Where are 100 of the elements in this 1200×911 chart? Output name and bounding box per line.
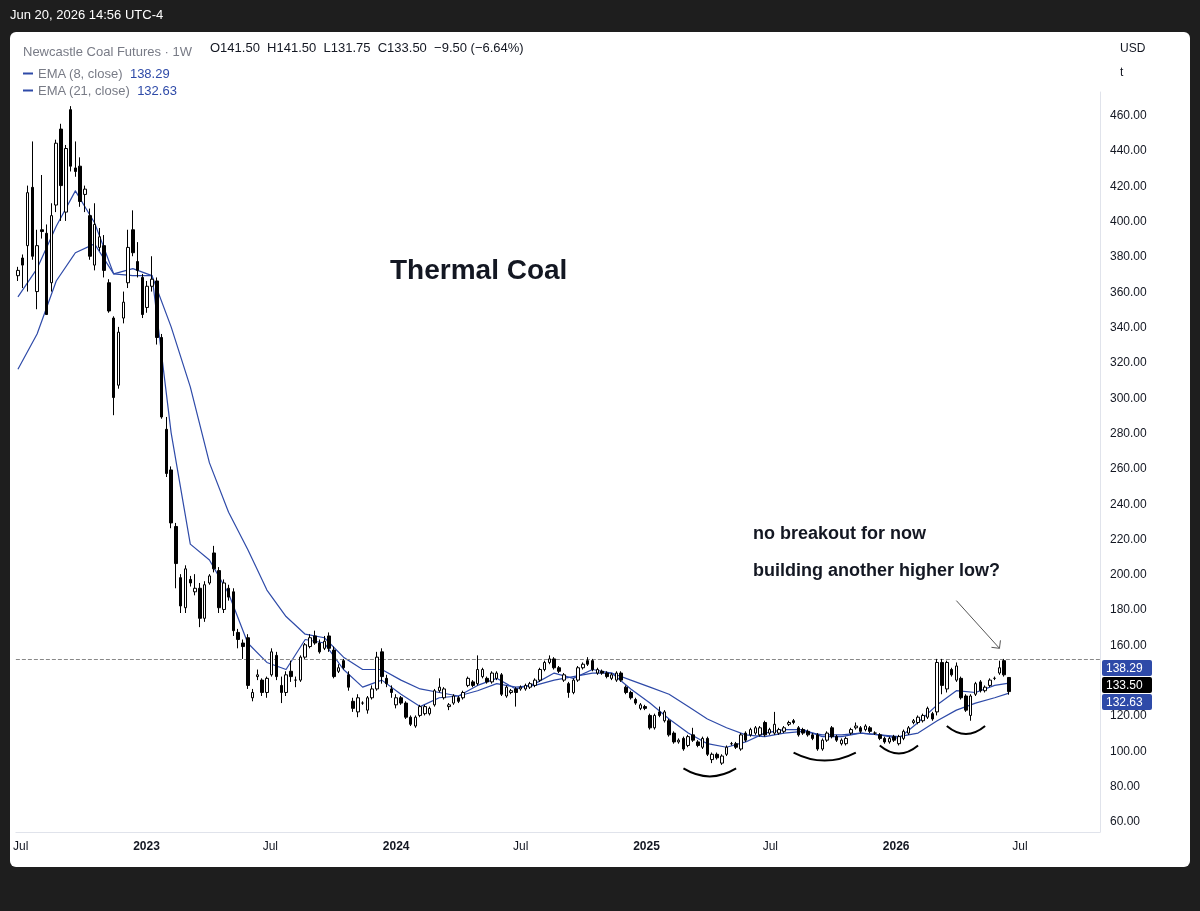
candlestick — [983, 684, 987, 693]
candlestick — [562, 672, 566, 683]
y-tick-label: 440.00 — [1110, 143, 1148, 158]
candlestick — [256, 669, 259, 681]
x-tick-label: Jul — [262, 839, 278, 853]
candlestick — [117, 326, 120, 390]
y-tick-label: 460.00 — [1110, 107, 1148, 122]
candlestick — [332, 646, 336, 679]
candlestick — [40, 174, 44, 240]
text: Jun 20, 2026 14:56 UTC-4 — [10, 7, 164, 22]
candlestick — [179, 573, 182, 614]
candlestick — [174, 522, 178, 589]
y-tick-label: 160.00 — [1110, 637, 1148, 652]
candlestick — [26, 185, 29, 293]
candlestick — [461, 690, 465, 701]
y-tick-label: 300.00 — [1110, 390, 1148, 405]
annotation: building another higher low? — [753, 560, 1000, 580]
y-tick-label: 360.00 — [1110, 284, 1148, 299]
annotation: 132.63 — [137, 83, 177, 98]
candlestick — [1002, 658, 1006, 678]
annotation: no breakout for now — [753, 523, 927, 543]
candlestick — [452, 693, 455, 706]
text: 132.63 — [1106, 695, 1143, 709]
candlestick — [184, 564, 187, 614]
x-tick-label: 2024 — [382, 839, 410, 853]
candlestick — [634, 697, 637, 706]
candlestick — [648, 713, 652, 731]
legend-label: EMA (21, close) — [38, 83, 130, 98]
y-tick-label: 100.00 — [1110, 743, 1148, 758]
candlestick — [658, 706, 661, 718]
candlestick — [931, 711, 934, 722]
text: 138.29 — [1106, 661, 1144, 675]
x-tick-label: 2026 — [882, 839, 910, 853]
y-tick-label: 80.00 — [1110, 779, 1141, 794]
candlestick — [591, 658, 594, 672]
candlestick — [749, 727, 752, 738]
candlestick — [347, 670, 350, 692]
candlestick — [342, 658, 345, 671]
y-tick-label: 180.00 — [1110, 602, 1148, 617]
x-tick-label: Jul — [13, 839, 29, 853]
candlestick — [787, 720, 791, 727]
candlestick — [122, 291, 125, 324]
candlestick — [327, 631, 331, 653]
y-tick-label: 260.00 — [1110, 461, 1148, 476]
candlestick — [270, 647, 273, 678]
legend-label: EMA (8, close) — [38, 66, 123, 81]
candlestick — [849, 727, 853, 736]
y-tick-label: 420.00 — [1110, 178, 1148, 193]
x-tick-label: Jul — [762, 839, 778, 853]
candlestick — [45, 223, 48, 316]
x-tick-label: 2025 — [633, 839, 661, 853]
chart-title: Newcastle Coal Futures · 1W — [23, 44, 193, 59]
y-tick-label: 380.00 — [1110, 249, 1148, 264]
candlestick — [619, 670, 623, 683]
y-tick-label: 400.00 — [1110, 213, 1148, 228]
candlestick — [107, 278, 111, 314]
candlestick — [50, 202, 53, 293]
candlestick — [854, 722, 858, 731]
candlestick — [1007, 676, 1011, 696]
candlestick — [878, 732, 882, 741]
candlestick — [212, 545, 216, 573]
candlestick — [390, 684, 393, 699]
candlestick — [988, 677, 992, 688]
candlestick — [447, 702, 451, 711]
x-tick-label: Jul — [1012, 839, 1028, 853]
y-tick-label: 200.00 — [1110, 567, 1148, 582]
candlestick — [208, 573, 211, 586]
candlestick — [112, 315, 115, 416]
x-tick-label: 2023 — [133, 839, 161, 853]
candlestick — [500, 672, 503, 697]
y-axis-title: USD t — [1120, 41, 1146, 79]
candlestick — [136, 241, 139, 278]
text: O141.50 H141.50 L131.75 C133.50 −9.50 (−6.64%) — [210, 40, 524, 55]
candlestick — [643, 704, 647, 711]
candlestick — [414, 714, 417, 729]
y-tick-label: 60.00 — [1110, 814, 1141, 829]
y-tick-label: 240.00 — [1110, 496, 1148, 511]
candlestick — [868, 725, 872, 734]
candlestick — [907, 725, 910, 736]
x-tick-label: Jul — [512, 839, 529, 853]
candlestick — [433, 688, 436, 708]
candlestick — [189, 575, 192, 588]
y-tick-label: 340.00 — [1110, 319, 1148, 334]
text: 138.29 — [129, 66, 170, 81]
candlestick — [567, 681, 570, 699]
text: Thermal Coal — [390, 253, 568, 285]
candlestick — [974, 681, 977, 697]
candlestick — [232, 587, 235, 637]
y-tick-label: 220.00 — [1110, 531, 1148, 546]
candlestick — [844, 736, 848, 746]
text: 133.50 — [1106, 678, 1144, 692]
candlestick — [21, 253, 24, 289]
candlestick — [16, 266, 20, 282]
candlestick — [275, 651, 278, 681]
y-tick-label: 320.00 — [1110, 355, 1148, 370]
candlestick — [251, 688, 254, 702]
candlestick — [696, 739, 700, 748]
candlestick — [816, 732, 819, 752]
candlestick — [481, 667, 484, 679]
candlestick — [385, 674, 388, 688]
